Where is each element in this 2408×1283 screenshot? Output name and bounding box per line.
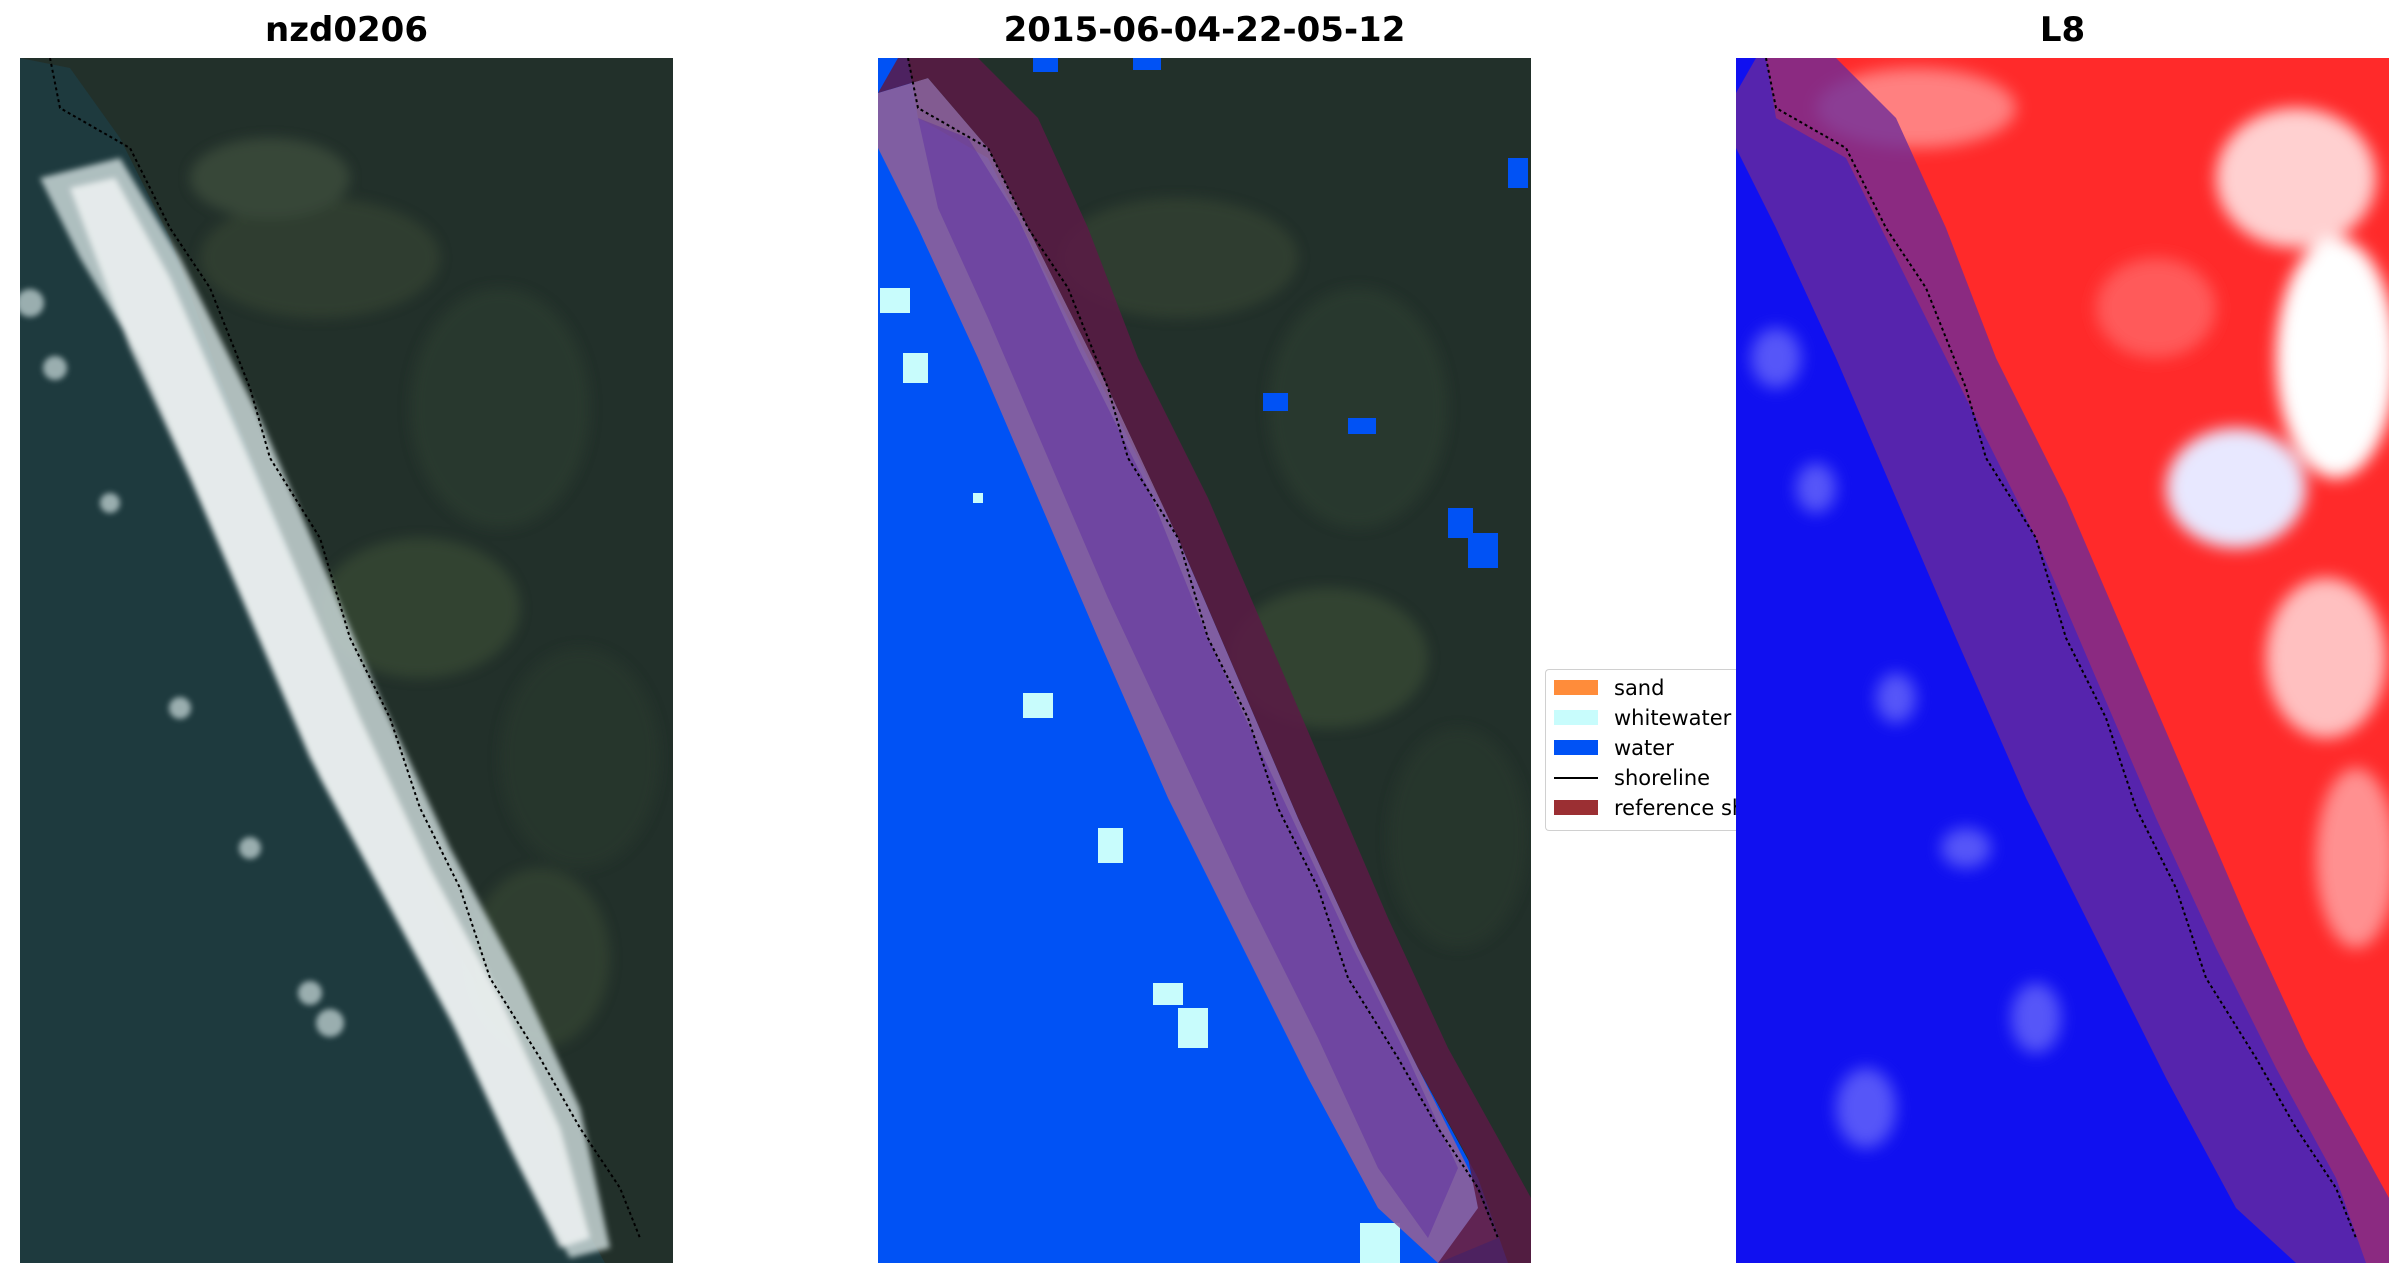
water-index-texture	[1751, 328, 2061, 1148]
index-image-panel	[1736, 58, 2389, 1263]
legend-label: sand	[1614, 676, 1665, 700]
rgb-image-panel	[20, 58, 673, 1263]
shoreline-line	[49, 58, 641, 1239]
shoreline-line	[1765, 58, 2357, 1239]
legend-label: shoreline	[1614, 766, 1711, 790]
whitewater-swatch	[1554, 710, 1598, 725]
sand-swatch	[1554, 680, 1598, 695]
reference-shoreline-swatch	[1554, 800, 1598, 815]
terrain-texture	[190, 138, 660, 1048]
water-class-patches	[1033, 58, 1528, 568]
legend-label: water	[1614, 736, 1674, 760]
buffer-on-water	[878, 78, 1498, 1263]
buffer-inner-band	[918, 118, 1458, 1238]
legend-label: reference shoreline buffer	[1614, 796, 1746, 820]
terrain-texture	[1058, 198, 1528, 948]
legend-label: whitewater	[1614, 706, 1732, 730]
legend: sand whitewater water shoreline referenc…	[1545, 669, 1746, 831]
water-swatch	[1554, 740, 1598, 755]
panel-title-index: L8	[2039, 10, 2086, 50]
legend-item-reference-shoreline: reference shoreline buffer	[1546, 794, 1746, 822]
shoreline-line	[907, 58, 1499, 1239]
rgb-image	[20, 58, 673, 1263]
panel-title-rgb: nzd0206	[265, 10, 428, 50]
whitewater-class-patches	[880, 288, 1400, 1263]
index-image	[1736, 58, 2389, 1263]
surf-zone	[40, 158, 610, 1258]
reference-buffer-overlay	[1736, 58, 2389, 1263]
legend-item-sand: sand	[1546, 674, 1746, 702]
whitecaps	[20, 289, 344, 1037]
panel-title-classified: 2015-06-04-22-05-12	[1003, 10, 1406, 50]
classified-image-panel	[878, 58, 1531, 1263]
classified-image	[878, 58, 1531, 1263]
buffer-on-land	[878, 58, 1531, 1263]
land-index-texture	[1816, 68, 2389, 948]
legend-item-water: water	[1546, 734, 1746, 762]
shoreline-line-swatch	[1554, 777, 1598, 779]
legend-item-shoreline: shoreline	[1546, 764, 1746, 792]
legend-item-whitewater: whitewater	[1546, 704, 1746, 732]
